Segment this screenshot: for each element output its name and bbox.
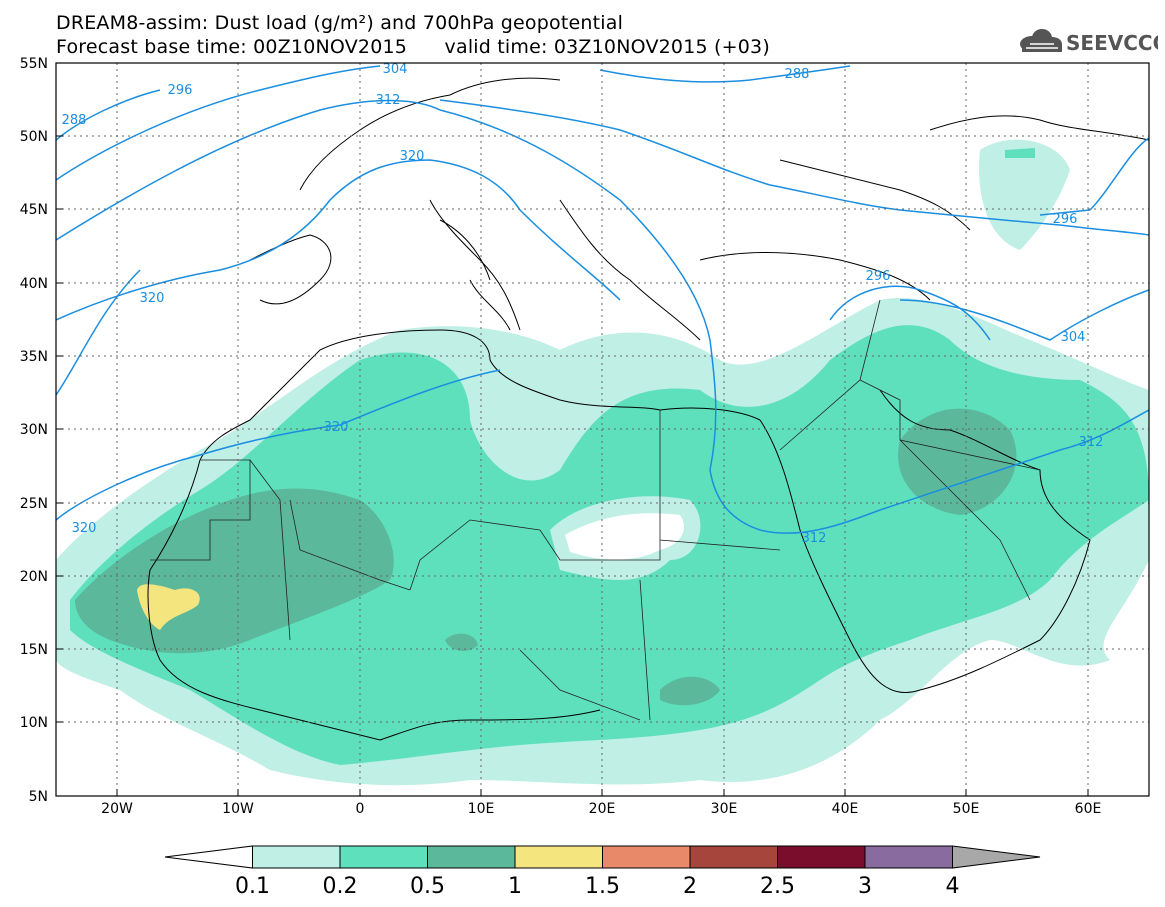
contour-label-312c: 312 (802, 531, 827, 546)
contour-label-296b: 296 (866, 269, 891, 284)
lon-label: 40E (832, 801, 859, 817)
lon-label: 20E (589, 801, 616, 817)
colorbar-segment (689, 845, 778, 869)
dust-area-dark-gulf (898, 408, 1017, 515)
lon-label: 50E (953, 801, 980, 817)
dust-layers (56, 139, 1149, 786)
colorbar-segment (514, 845, 603, 869)
lat-label: 20N (20, 569, 48, 585)
lat-label: 40N (20, 276, 48, 292)
lat-label: 30N (20, 422, 48, 438)
coastlines (147, 77, 1149, 741)
lat-label: 25N (20, 496, 48, 512)
lon-label: 0 (356, 801, 365, 817)
seevccc-logo: SEEVCCC (1020, 29, 1158, 55)
longitude-labels: 20W 10W 0 10E 20E 30E 40E 50E 60E (101, 801, 1101, 817)
lon-label: 30E (711, 801, 738, 817)
contour-labels: 304 288 296 312 288 320 320 320 296 296 … (62, 62, 1104, 546)
lat-label: 35N (20, 349, 48, 365)
contour-label-288b: 288 (62, 113, 87, 128)
lon-label: 10W (222, 801, 254, 817)
map-title: DREAM8-assim: Dust load (g/m²) and 700hP… (56, 12, 624, 34)
dust-area-dark-sudan (660, 676, 720, 706)
cloud-icon (1020, 29, 1062, 52)
colorbar-segment (427, 845, 516, 869)
colorbar: 0.1 0.2 0.5 1 1.5 2 2.5 3 4 (164, 845, 1041, 899)
lon-label: 20W (101, 801, 133, 817)
contour-label-320: 320 (400, 149, 425, 164)
map-subtitle: Forecast base time: 00Z10NOV2015 valid t… (56, 36, 770, 58)
colorbar-segment (252, 845, 341, 869)
contour-label-296: 296 (168, 83, 193, 98)
colorbar-segment (952, 845, 1041, 869)
colorbar-label: 4 (946, 874, 960, 899)
lat-label: 50N (20, 129, 48, 145)
geopotential-contours (56, 65, 1149, 534)
contour-label-320c: 320 (324, 420, 349, 435)
contour-label-304b: 304 (1061, 330, 1086, 345)
contour-label-288: 288 (785, 67, 810, 82)
dust-area-dark-niger (445, 633, 478, 652)
lon-label: 10E (468, 801, 495, 817)
lon-label: 60E (1075, 801, 1102, 817)
colorbar-label: 0.2 (323, 874, 358, 899)
gridlines (56, 63, 1149, 796)
colorbar-label: 0.5 (410, 874, 445, 899)
contour-label-312b: 312 (1079, 435, 1104, 450)
lat-label: 55N (20, 56, 48, 72)
colorbar-segment (777, 845, 866, 869)
lat-label: 45N (20, 202, 48, 218)
dust-area-medium-north (1005, 148, 1035, 158)
contour-label-304: 304 (383, 62, 408, 77)
logo-text: SEEVCCC (1066, 31, 1158, 55)
colorbar-label: 3 (858, 874, 872, 899)
colorbar-label: 2 (683, 874, 697, 899)
dust-area-high (137, 584, 200, 630)
contour-label-296c: 296 (1053, 212, 1078, 227)
colorbar-label: 1 (508, 874, 522, 899)
latitude-labels: 55N 50N 45N 40N 35N 30N 25N 20N 15N 10N … (20, 56, 48, 805)
lat-label: 10N (20, 715, 48, 731)
lat-label: 5N (29, 789, 48, 805)
colorbar-label: 1.5 (585, 874, 620, 899)
colorbar-segment (864, 845, 953, 869)
colorbar-segment (164, 845, 253, 869)
colorbar-label: 0.1 (235, 874, 270, 899)
dust-area-light-caspian (979, 139, 1070, 250)
lat-label: 15N (20, 642, 48, 658)
colorbar-segment (602, 845, 691, 869)
contour-label-312: 312 (376, 93, 401, 108)
contour-label-320d: 320 (72, 521, 97, 536)
country-borders (150, 299, 1041, 721)
tick-marks (56, 62, 1089, 796)
colorbar-label: 2.5 (760, 874, 795, 899)
contour-label-320b: 320 (140, 291, 165, 306)
dust-gap-clear (565, 513, 684, 560)
colorbar-segment (339, 845, 428, 869)
